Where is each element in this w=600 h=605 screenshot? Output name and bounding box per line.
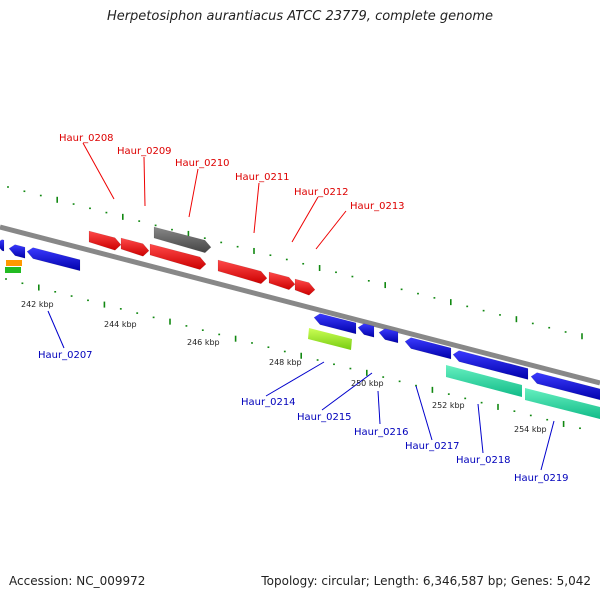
gene-label-haur-0213[interactable]: Haur_0213 xyxy=(350,201,405,212)
gene-label-haur-0209[interactable]: Haur_0209 xyxy=(117,146,172,157)
callout-line xyxy=(47,310,65,349)
forward-tick-track xyxy=(7,186,583,340)
pseudo-gene-arrow xyxy=(153,226,212,254)
callout-line xyxy=(540,420,555,471)
reverse-gene-arrow xyxy=(26,247,81,272)
scale-label: 252 kbp xyxy=(432,401,465,410)
reverse-gene-arrow xyxy=(530,372,600,401)
forward-gene-arrow xyxy=(120,237,150,257)
scale-label: 254 kbp xyxy=(514,425,547,434)
lime-gene-bar xyxy=(308,328,352,350)
gene-label-haur-0212[interactable]: Haur_0212 xyxy=(294,187,349,198)
genome-summary-text: Topology: circular; Length: 6,346,587 bp… xyxy=(261,574,591,588)
gene-label-haur-0214[interactable]: Haur_0214 xyxy=(241,397,296,408)
callout-line xyxy=(143,156,146,207)
rna-gene-bar xyxy=(446,365,522,397)
page-title: Herpetosiphon aurantiacus ATCC 23779, co… xyxy=(106,9,494,24)
callout-line xyxy=(321,372,373,411)
gene-label-haur-0210[interactable]: Haur_0210 xyxy=(175,158,230,169)
reverse-gene-arrow xyxy=(313,313,357,335)
reverse-gene-arrow xyxy=(452,350,529,380)
orange-gene-bar xyxy=(6,260,22,266)
callout-line xyxy=(265,361,325,397)
reverse-gene-arrow xyxy=(404,337,452,360)
scale-label: 242 kbp xyxy=(21,300,54,309)
callout-line xyxy=(415,385,433,441)
scale-label: 246 kbp xyxy=(187,338,220,347)
gene-callout-lines xyxy=(47,142,555,471)
gene-label-haur-0219[interactable]: Haur_0219 xyxy=(514,473,569,484)
callout-line xyxy=(82,142,115,200)
callout-line xyxy=(477,403,484,454)
forward-gene-arrow xyxy=(88,230,122,251)
gene-label-haur-0217[interactable]: Haur_0217 xyxy=(405,441,460,452)
reverse-gene-arrow xyxy=(357,323,375,338)
forward-gene-arrow xyxy=(294,278,316,296)
forward-gene-arrow xyxy=(268,271,296,291)
callout-line xyxy=(253,182,260,234)
accession-text: Accession: NC_009972 xyxy=(9,574,146,588)
reverse-tick-track xyxy=(5,278,581,430)
callout-line xyxy=(377,390,381,425)
scale-label: 248 kbp xyxy=(269,358,302,367)
forward-gene-arrow xyxy=(149,243,207,270)
genome-backbone xyxy=(0,224,600,386)
callout-line xyxy=(188,168,199,218)
scale-label: 244 kbp xyxy=(104,320,137,329)
reverse-gene-arrow xyxy=(378,328,399,344)
gene-label-haur-0207[interactable]: Haur_0207 xyxy=(38,350,93,361)
scale-label: 250 kbp xyxy=(351,379,384,388)
gene-label-haur-0208[interactable]: Haur_0208 xyxy=(59,133,114,144)
callout-line xyxy=(291,196,319,243)
gene-label-haur-0218[interactable]: Haur_0218 xyxy=(456,455,511,466)
gene-label-haur-0211[interactable]: Haur_0211 xyxy=(235,172,290,183)
green-gene-bar xyxy=(5,267,21,273)
reverse-gene-arrow xyxy=(8,244,26,259)
gene-label-haur-0216[interactable]: Haur_0216 xyxy=(354,427,409,438)
reverse-gene-arrow xyxy=(0,239,5,252)
gene-label-haur-0215[interactable]: Haur_0215 xyxy=(297,412,352,423)
rna-gene-bar xyxy=(525,388,600,419)
gene-features xyxy=(0,226,600,419)
callout-line xyxy=(315,210,347,250)
forward-gene-arrow xyxy=(217,259,268,284)
